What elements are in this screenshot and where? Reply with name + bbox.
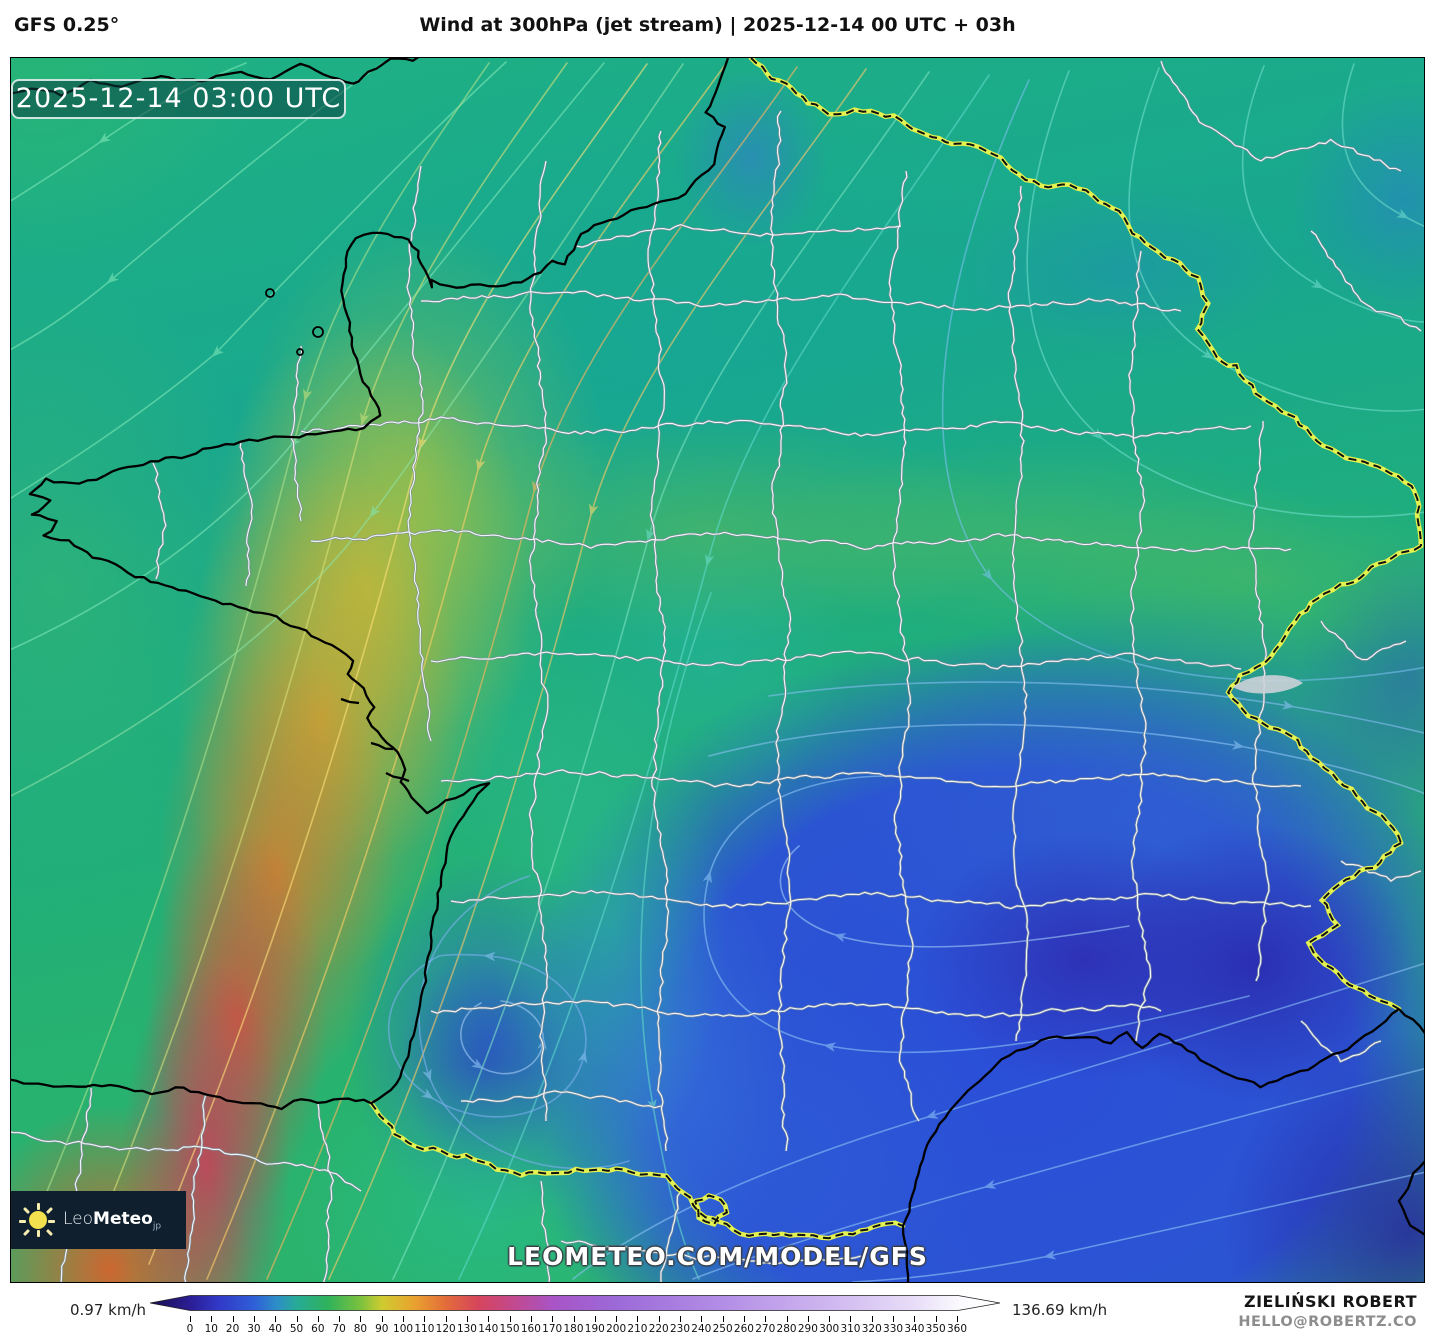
channel-islands	[265, 288, 324, 356]
model-label: GFS 0.25°	[14, 14, 120, 36]
scale-min-label: 0.97 km/h	[70, 1301, 147, 1319]
map-timestamp-badge: 2025-12-14 03:00 UTC	[11, 79, 346, 119]
header-bar: GFS 0.25° Wind at 300hPa (jet stream) | …	[0, 0, 1435, 57]
logo-text: LeoMeteojp	[63, 1208, 162, 1232]
wind-map: 2025-12-14 03:00 UTC LeoMeteojp LEOMETEO…	[10, 57, 1425, 1283]
scale-ticks: 0 10 20 30 40 50 60 70 80 90 100 110 120 130 140 150 160…	[0, 1283, 1435, 1338]
borders-layer	[11, 58, 1424, 1282]
wind-speed-field	[11, 58, 1424, 1282]
lake-geneva	[1233, 675, 1303, 694]
streamlines-layer	[11, 61, 1424, 1282]
credit-name: ZIELIŃSKI ROBERT	[1243, 1292, 1417, 1311]
page-title: Wind at 300hPa (jet stream) | 2025-12-14…	[419, 14, 1016, 36]
map-overlay-svg	[11, 58, 1424, 1282]
color-scale-bar	[150, 1295, 1000, 1311]
sun-icon	[19, 1203, 55, 1237]
leometeo-logo: LeoMeteojp	[11, 1191, 186, 1249]
color-scale-footer: 0.97 km/h 0 10 20 30 40 50 60 70 80 90 100 110 12	[0, 1283, 1435, 1338]
watermark-url: LEOMETEO.COM/MODEL/GFS	[507, 1242, 928, 1271]
credit-contact: HELLO@ROBERTZ.CO	[1238, 1314, 1417, 1330]
scale-max-label: 136.69 km/h	[1012, 1301, 1108, 1319]
